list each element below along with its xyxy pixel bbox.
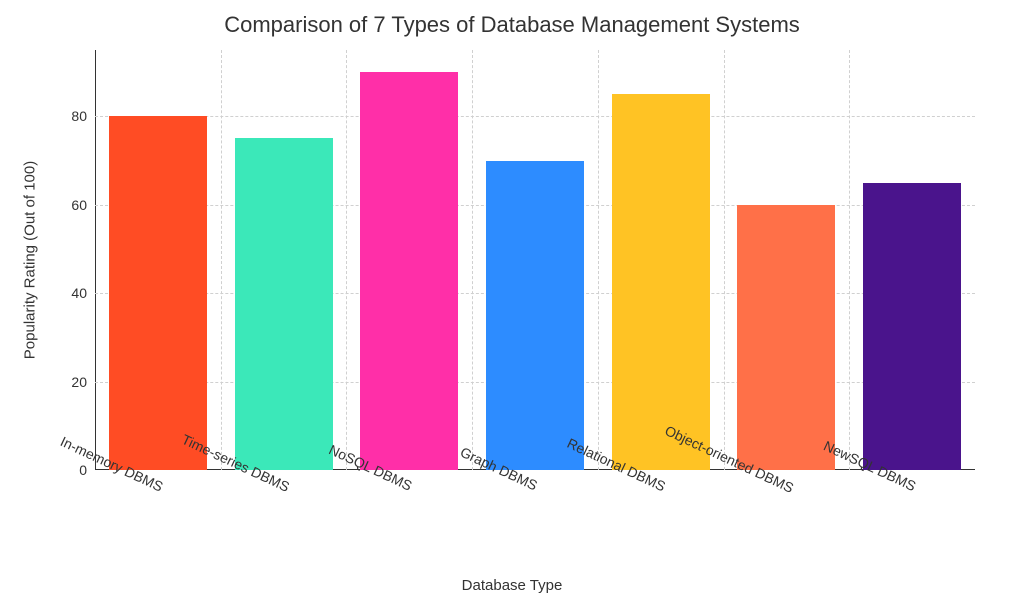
ytick-label: 40 xyxy=(71,285,95,301)
grid-line-vertical xyxy=(472,50,473,470)
grid-line-vertical xyxy=(346,50,347,470)
plot-area: 020406080In-memory DBMSTime-series DBMSN… xyxy=(95,50,975,470)
y-axis-label: Popularity Rating (Out of 100) xyxy=(22,161,39,359)
bar xyxy=(109,116,207,470)
bar xyxy=(737,205,835,470)
ytick-label: 60 xyxy=(71,197,95,213)
bar xyxy=(486,161,584,470)
bar xyxy=(360,72,458,470)
ytick-label: 80 xyxy=(71,108,95,124)
grid-line-vertical xyxy=(724,50,725,470)
y-axis-line xyxy=(95,50,96,470)
x-axis-label: Database Type xyxy=(0,577,1024,594)
chart-title: Comparison of 7 Types of Database Manage… xyxy=(0,12,1024,38)
grid-line-vertical xyxy=(849,50,850,470)
chart-container: Comparison of 7 Types of Database Manage… xyxy=(0,0,1024,614)
bar xyxy=(612,94,710,470)
ytick-label: 20 xyxy=(71,374,95,390)
bar xyxy=(863,183,961,470)
grid-line-horizontal xyxy=(95,116,975,117)
bar xyxy=(235,138,333,470)
grid-line-vertical xyxy=(221,50,222,470)
grid-line-vertical xyxy=(598,50,599,470)
ytick-label: 0 xyxy=(79,462,95,478)
